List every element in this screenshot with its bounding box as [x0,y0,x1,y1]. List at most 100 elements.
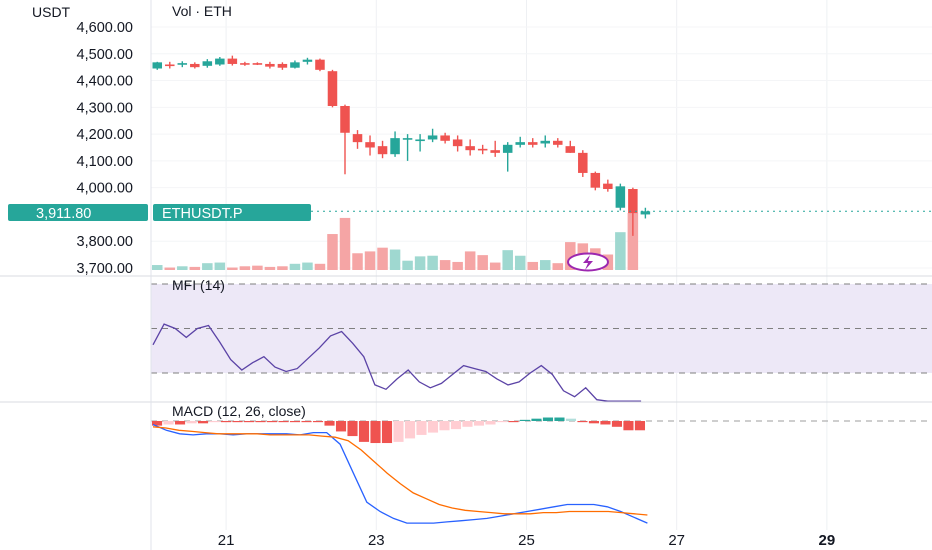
macd-histogram-bar [347,421,358,437]
axis-unit: USDT [32,4,71,20]
candle-body [302,59,313,62]
macd-histogram-bar [232,421,243,423]
macd-histogram-bar [634,421,646,431]
symbol-tag-bg [153,204,311,221]
macd-histogram-bar [186,421,197,424]
macd-histogram-bar [358,421,370,442]
volume-bar [177,266,188,270]
volume-bar [427,255,438,270]
candle-body [540,140,551,144]
candle-body [227,58,238,64]
y-tick-label: 4,200.00 [77,127,133,143]
macd-histogram-bar [600,421,611,425]
macd-histogram-bar [531,418,542,421]
macd-histogram-bar [404,421,416,439]
candle-body [277,63,288,68]
y-tick-label: 3,800.00 [77,234,133,250]
macd-histogram-bar [312,421,324,423]
macd-histogram-bar [266,421,278,423]
volume-bar [327,234,338,270]
candle-body [515,142,525,145]
candle-body [640,211,651,215]
y-tick-label: 4,100.00 [77,154,133,170]
candle-body [365,142,375,148]
candle-body [290,62,300,68]
candle-body [390,138,400,155]
macd-line [152,423,648,524]
macd-histogram-bar [335,421,347,432]
last-price-tag-bg [8,204,148,221]
volume-bar [227,267,238,270]
macd-histogram-bar [289,421,301,423]
volume-bar [264,266,276,270]
candle-body [465,146,475,151]
volume-bar [402,260,413,270]
candle-body [553,140,563,145]
macd-histogram-bar [473,421,485,426]
volume-bar [552,263,564,270]
mfi-pane [151,283,932,402]
volume-bar [452,261,463,270]
candle-body [340,105,350,133]
macd-signal-line [152,426,648,516]
candle-body [440,135,450,141]
macd-histogram-bar [393,421,404,442]
macd-histogram-bar [623,421,634,431]
candle-body [402,138,413,140]
macd-histogram-bar [462,421,473,427]
macd-histogram-bar [450,421,462,430]
candle-body [427,135,438,140]
macd-histogram-bar [197,421,209,424]
volume-title: Vol · ETH [172,3,232,19]
macd-histogram-bar [439,421,450,431]
symbol-tag: ETHUSDT.P [162,206,243,222]
volume-bar [439,260,451,270]
macd-histogram-bar [565,418,577,421]
candle-body [590,172,601,188]
y-tick-label: 4,400.00 [77,74,133,90]
macd-histogram-bar [370,421,381,444]
macd-histogram-bar [508,421,519,423]
volume-bar [339,217,351,270]
volume-bar [477,255,488,270]
grid-lines [150,0,932,530]
volume-bar [164,267,176,270]
y-tick-label: 4,000.00 [77,181,133,197]
candle-body [490,150,500,153]
macd-histogram-bar [519,419,531,421]
lightning-badge[interactable] [567,252,609,272]
x-tick-label: 27 [668,532,685,549]
macd-histogram-bar [278,421,289,423]
candle-body [265,63,275,67]
macd-histogram-bar [427,421,439,433]
price-axis[interactable]: USDT 4,600.00 4,500.00 4,400.00 4,300.00 4,2… [32,4,133,277]
macd-histogram-bar [174,421,186,425]
macd-histogram-bar [588,421,600,424]
macd-histogram-bar [243,421,255,423]
macd-histogram-bar [611,421,623,427]
time-axis[interactable]: 21 23 25 27 29 [218,532,835,549]
volume-bars [152,212,639,270]
candle-body [202,61,213,66]
macd-histogram-bar [542,417,554,421]
candle-body [578,152,588,173]
volume-bar [627,212,639,270]
volume-bar [414,256,426,270]
volume-bar [352,253,363,270]
mfi-title: MFI (14) [172,277,225,293]
candle-body [152,62,163,69]
candle-body [215,58,225,65]
volume-bar [152,265,163,270]
volume-bar [389,249,401,270]
candle-body [327,71,338,106]
candle-body [252,63,263,65]
candle-body [415,139,425,142]
price-candles [152,55,651,236]
macd-histogram-bar [381,421,393,444]
candle-body [315,59,325,70]
volume-bar [277,266,288,270]
macd-histogram-bar [209,421,220,423]
macd-histogram-bar [255,421,266,423]
macd-histogram-bar [496,421,508,423]
